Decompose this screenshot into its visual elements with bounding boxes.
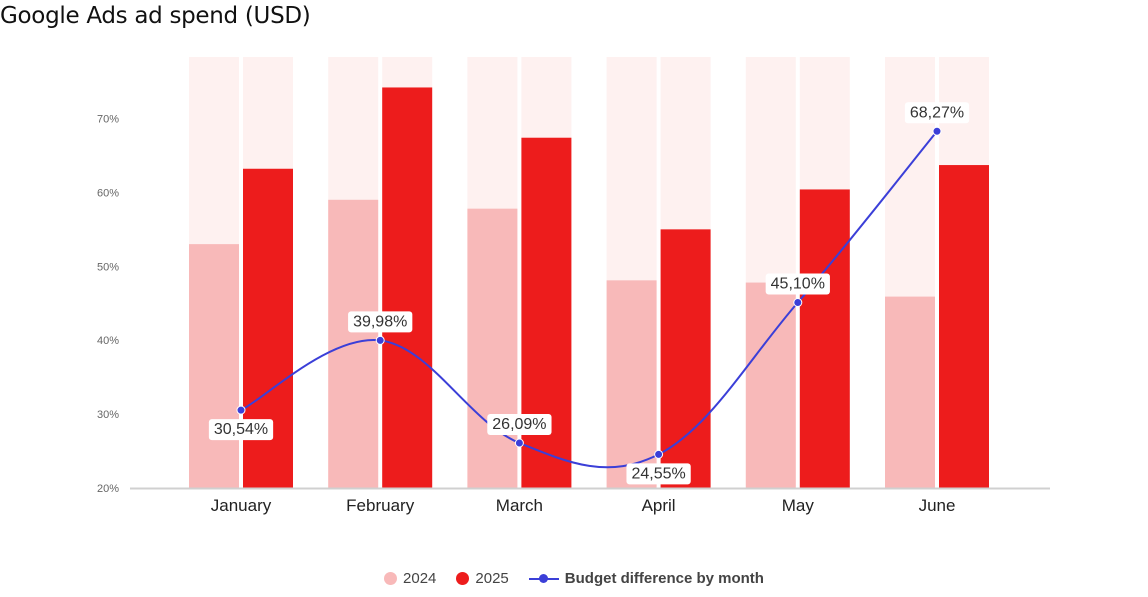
chart-title: Google Ads ad spend (USD)	[0, 3, 311, 29]
bar-2024-april[interactable]	[606, 280, 657, 488]
x-tick-label: January	[211, 496, 272, 515]
data-label-text: 24,55%	[631, 465, 685, 482]
y-tick-label: 50%	[97, 261, 119, 273]
data-label-text: 26,09%	[492, 416, 546, 433]
legend-line-swatch	[528, 572, 559, 586]
bar-2025-march[interactable]	[521, 137, 572, 489]
bar-2025-june[interactable]	[939, 165, 989, 488]
bar-2025-april[interactable]	[660, 229, 711, 488]
chart-canvas: 20% 30% 40% 50% 60% 70% January February March A…	[97, 57, 1050, 515]
data-label: 39,98%	[348, 311, 413, 333]
x-tick-label: April	[642, 496, 676, 515]
x-tick-label: May	[782, 496, 815, 515]
y-tick-label: 70%	[97, 114, 119, 126]
legend-label-2025: 2025	[475, 570, 509, 587]
bar-2025-february[interactable]	[382, 87, 433, 488]
legend: 2024 2025 Budget difference by month	[0, 570, 1148, 587]
x-tick-label: March	[496, 496, 543, 515]
line-point[interactable]	[514, 438, 524, 448]
data-label-text: 68,27%	[910, 104, 964, 121]
data-label-box	[208, 419, 274, 441]
data-label-box	[487, 413, 552, 435]
data-label-text: 45,10%	[771, 276, 825, 293]
line-point[interactable]	[375, 335, 385, 345]
y-tick-label: 60%	[97, 187, 119, 199]
y-tick-label: 20%	[97, 483, 119, 495]
bar-2025-january[interactable]	[243, 168, 293, 488]
legend-item-budget-difference[interactable]: Budget difference by month	[528, 570, 764, 587]
line-point[interactable]	[654, 449, 664, 459]
y-tick-label: 40%	[97, 335, 119, 347]
legend-label-2024: 2024	[403, 570, 437, 587]
data-label-text: 30,54%	[214, 421, 268, 438]
legend-swatch-2024	[384, 572, 398, 585]
legend-item-2024[interactable]: 2024	[384, 570, 436, 587]
data-label-box	[904, 102, 970, 124]
x-tick-label: February	[346, 496, 415, 515]
legend-item-2025[interactable]: 2025	[456, 570, 509, 587]
line-point[interactable]	[932, 126, 942, 136]
data-label: 45,10%	[765, 273, 830, 295]
bar-2025-may[interactable]	[799, 189, 850, 488]
legend-label-budget-difference: Budget difference by month	[564, 570, 764, 587]
y-tick-label: 30%	[97, 409, 119, 421]
budget-difference-line	[240, 130, 938, 469]
data-label: 24,55%	[626, 463, 691, 485]
data-label: 68,27%	[904, 102, 970, 124]
line-point[interactable]	[236, 405, 246, 415]
bar-2024-january[interactable]	[189, 244, 239, 488]
legend-swatch-2025	[456, 572, 470, 585]
bar-2024-march[interactable]	[467, 208, 518, 488]
data-label: 30,54%	[208, 419, 274, 441]
x-tick-label: June	[919, 496, 956, 515]
data-label-box	[626, 463, 691, 485]
data-label: 26,09%	[487, 413, 552, 435]
bar-2024-may[interactable]	[745, 282, 796, 488]
data-label-box	[348, 311, 413, 333]
bar-2024-june[interactable]	[885, 296, 935, 488]
line-point[interactable]	[793, 298, 803, 308]
data-label-box	[765, 273, 830, 295]
data-label-text: 39,98%	[353, 313, 407, 330]
